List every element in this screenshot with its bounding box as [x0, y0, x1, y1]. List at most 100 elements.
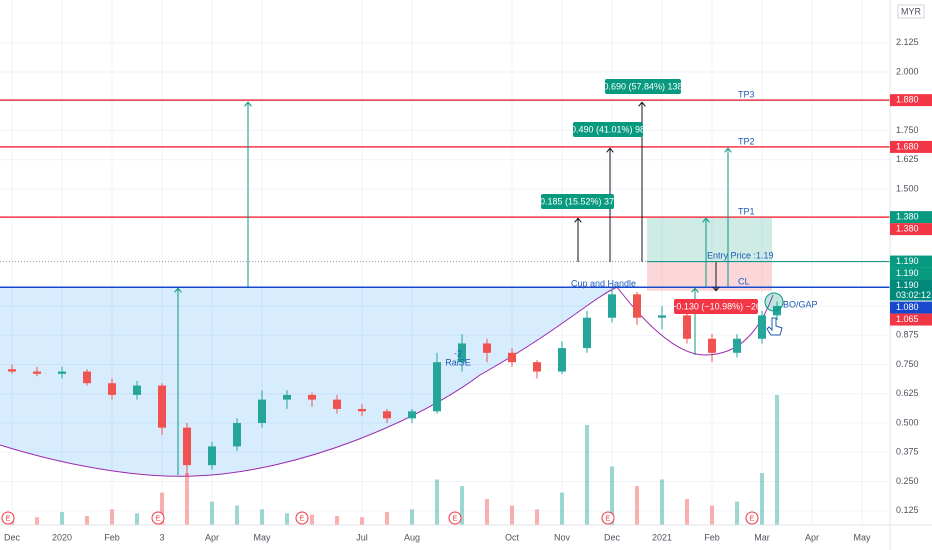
x-tick-label: Oct: [505, 532, 520, 542]
levels: TP3 TP2 TP1 CL: [0, 90, 890, 289]
y-tick-label: 0.125: [896, 505, 919, 515]
candle-body: [83, 371, 91, 384]
candle-body: [283, 394, 291, 400]
price-tag-label: 1.680: [896, 141, 919, 151]
candle-body: [633, 294, 641, 318]
measure-label: 0.185 (15.52%) 37: [540, 196, 614, 206]
price-tag: [890, 223, 932, 236]
x-tick-label: Dec: [4, 532, 21, 542]
candle-body: [658, 315, 666, 318]
y-tick-label: 0.500: [896, 417, 919, 427]
price-tag: [890, 267, 932, 280]
candle-body: [33, 371, 41, 374]
breakout-label: BO/GAP: [783, 299, 818, 309]
y-tick-label: 2.000: [896, 66, 919, 76]
candle-body: [308, 394, 316, 400]
earnings-marker: [448, 511, 462, 525]
x-tick-label: Dec: [604, 532, 621, 542]
x-tick-label: Aug: [404, 532, 420, 542]
candle-body: [483, 343, 491, 353]
price-tag-label: 1.190: [896, 256, 919, 266]
measure-label: −0.130 (−10.98%) −26: [671, 301, 761, 311]
y-tick-label: 1.625: [896, 154, 919, 164]
x-tick-label: May: [853, 532, 871, 542]
measure-label: 0.690 (57.84%) 138: [603, 81, 682, 91]
price-tag-label: 1.880: [896, 95, 919, 105]
volume-bar: [110, 509, 114, 525]
volume-bar: [685, 499, 689, 525]
volume-bar: [85, 515, 89, 525]
volume: [10, 395, 779, 525]
measure-box: [674, 299, 758, 314]
candle-body: [733, 338, 741, 353]
volume-bar: [260, 509, 264, 525]
candle-body: [533, 362, 541, 372]
earnings-marker: [295, 511, 309, 525]
level-label: TP1: [738, 206, 755, 216]
price-tag: [890, 94, 932, 107]
signal-label: -2: [454, 348, 462, 358]
candle-body: [583, 317, 591, 349]
candle-body: [408, 411, 416, 419]
cup-area: [0, 287, 617, 477]
entry-label: Entry Price :1.19: [707, 250, 774, 260]
candle-body: [458, 343, 466, 363]
volume-bar: [60, 512, 64, 525]
price-tag-label: 1.190: [896, 280, 919, 290]
candle-body: [108, 383, 116, 395]
volume-bar: [410, 509, 414, 525]
volume-bar: [775, 395, 779, 525]
cursor-icon: [766, 317, 783, 336]
volume-bar: [360, 517, 364, 525]
measure-labels: 0.690 (57.84%) 138 0.490 (41.01%) 98 0.1…: [540, 79, 761, 314]
target-zone: [647, 217, 772, 262]
x-tick-label: Nov: [554, 532, 571, 542]
candle-body: [708, 338, 716, 353]
volume-bar: [285, 513, 289, 525]
breakout-marker: [764, 292, 784, 312]
price-tag-label: 1.190: [896, 268, 919, 278]
x-tick-label: 2021: [652, 532, 672, 542]
pattern-label: Cup and Handle: [571, 278, 636, 288]
candle-body: [433, 362, 441, 412]
candle-body: [158, 385, 166, 428]
x-tick-label: 2020: [52, 532, 72, 542]
volume-bar: [510, 505, 514, 525]
candle-body: [683, 315, 691, 339]
price-tag: [890, 140, 932, 153]
volume-bar: [710, 505, 714, 525]
price-tag: [890, 211, 932, 224]
y-tick-label: 1.500: [896, 183, 919, 193]
candle-body: [258, 399, 266, 423]
volume-bar: [560, 492, 564, 525]
countdown-tag: [890, 290, 932, 301]
signal-label: RaiSE: [445, 357, 471, 367]
x-tick-label: Feb: [704, 532, 720, 542]
earnings-marker: [1, 511, 15, 525]
candle-body: [758, 315, 766, 339]
y-tick-label: 0.250: [896, 476, 919, 486]
volume-bar: [635, 486, 639, 525]
x-tick-label: Mar: [754, 532, 770, 542]
volume-bar: [235, 505, 239, 525]
y-tick-label: 0.875: [896, 330, 919, 340]
volume-bar: [435, 479, 439, 525]
earnings-label: E: [606, 515, 611, 522]
measure-box: [605, 79, 681, 94]
measure-box: [573, 122, 643, 137]
y-tick-label: 1.750: [896, 125, 919, 135]
countdown-label: 03:02:12: [896, 290, 931, 300]
y-tick-label: 0.750: [896, 359, 919, 369]
y-tick-label: 0.625: [896, 388, 919, 398]
x-tick-label: 3: [159, 532, 164, 542]
volume-bar: [335, 515, 339, 525]
volume-bar: [535, 509, 539, 525]
volume-bar: [460, 486, 464, 525]
level-label: CL: [738, 277, 750, 287]
earnings-label: E: [750, 515, 755, 522]
volume-bar: [485, 499, 489, 525]
currency-box: [897, 4, 925, 19]
x-tick-label: May: [253, 532, 271, 542]
y-tick-label: 2.125: [896, 37, 919, 47]
